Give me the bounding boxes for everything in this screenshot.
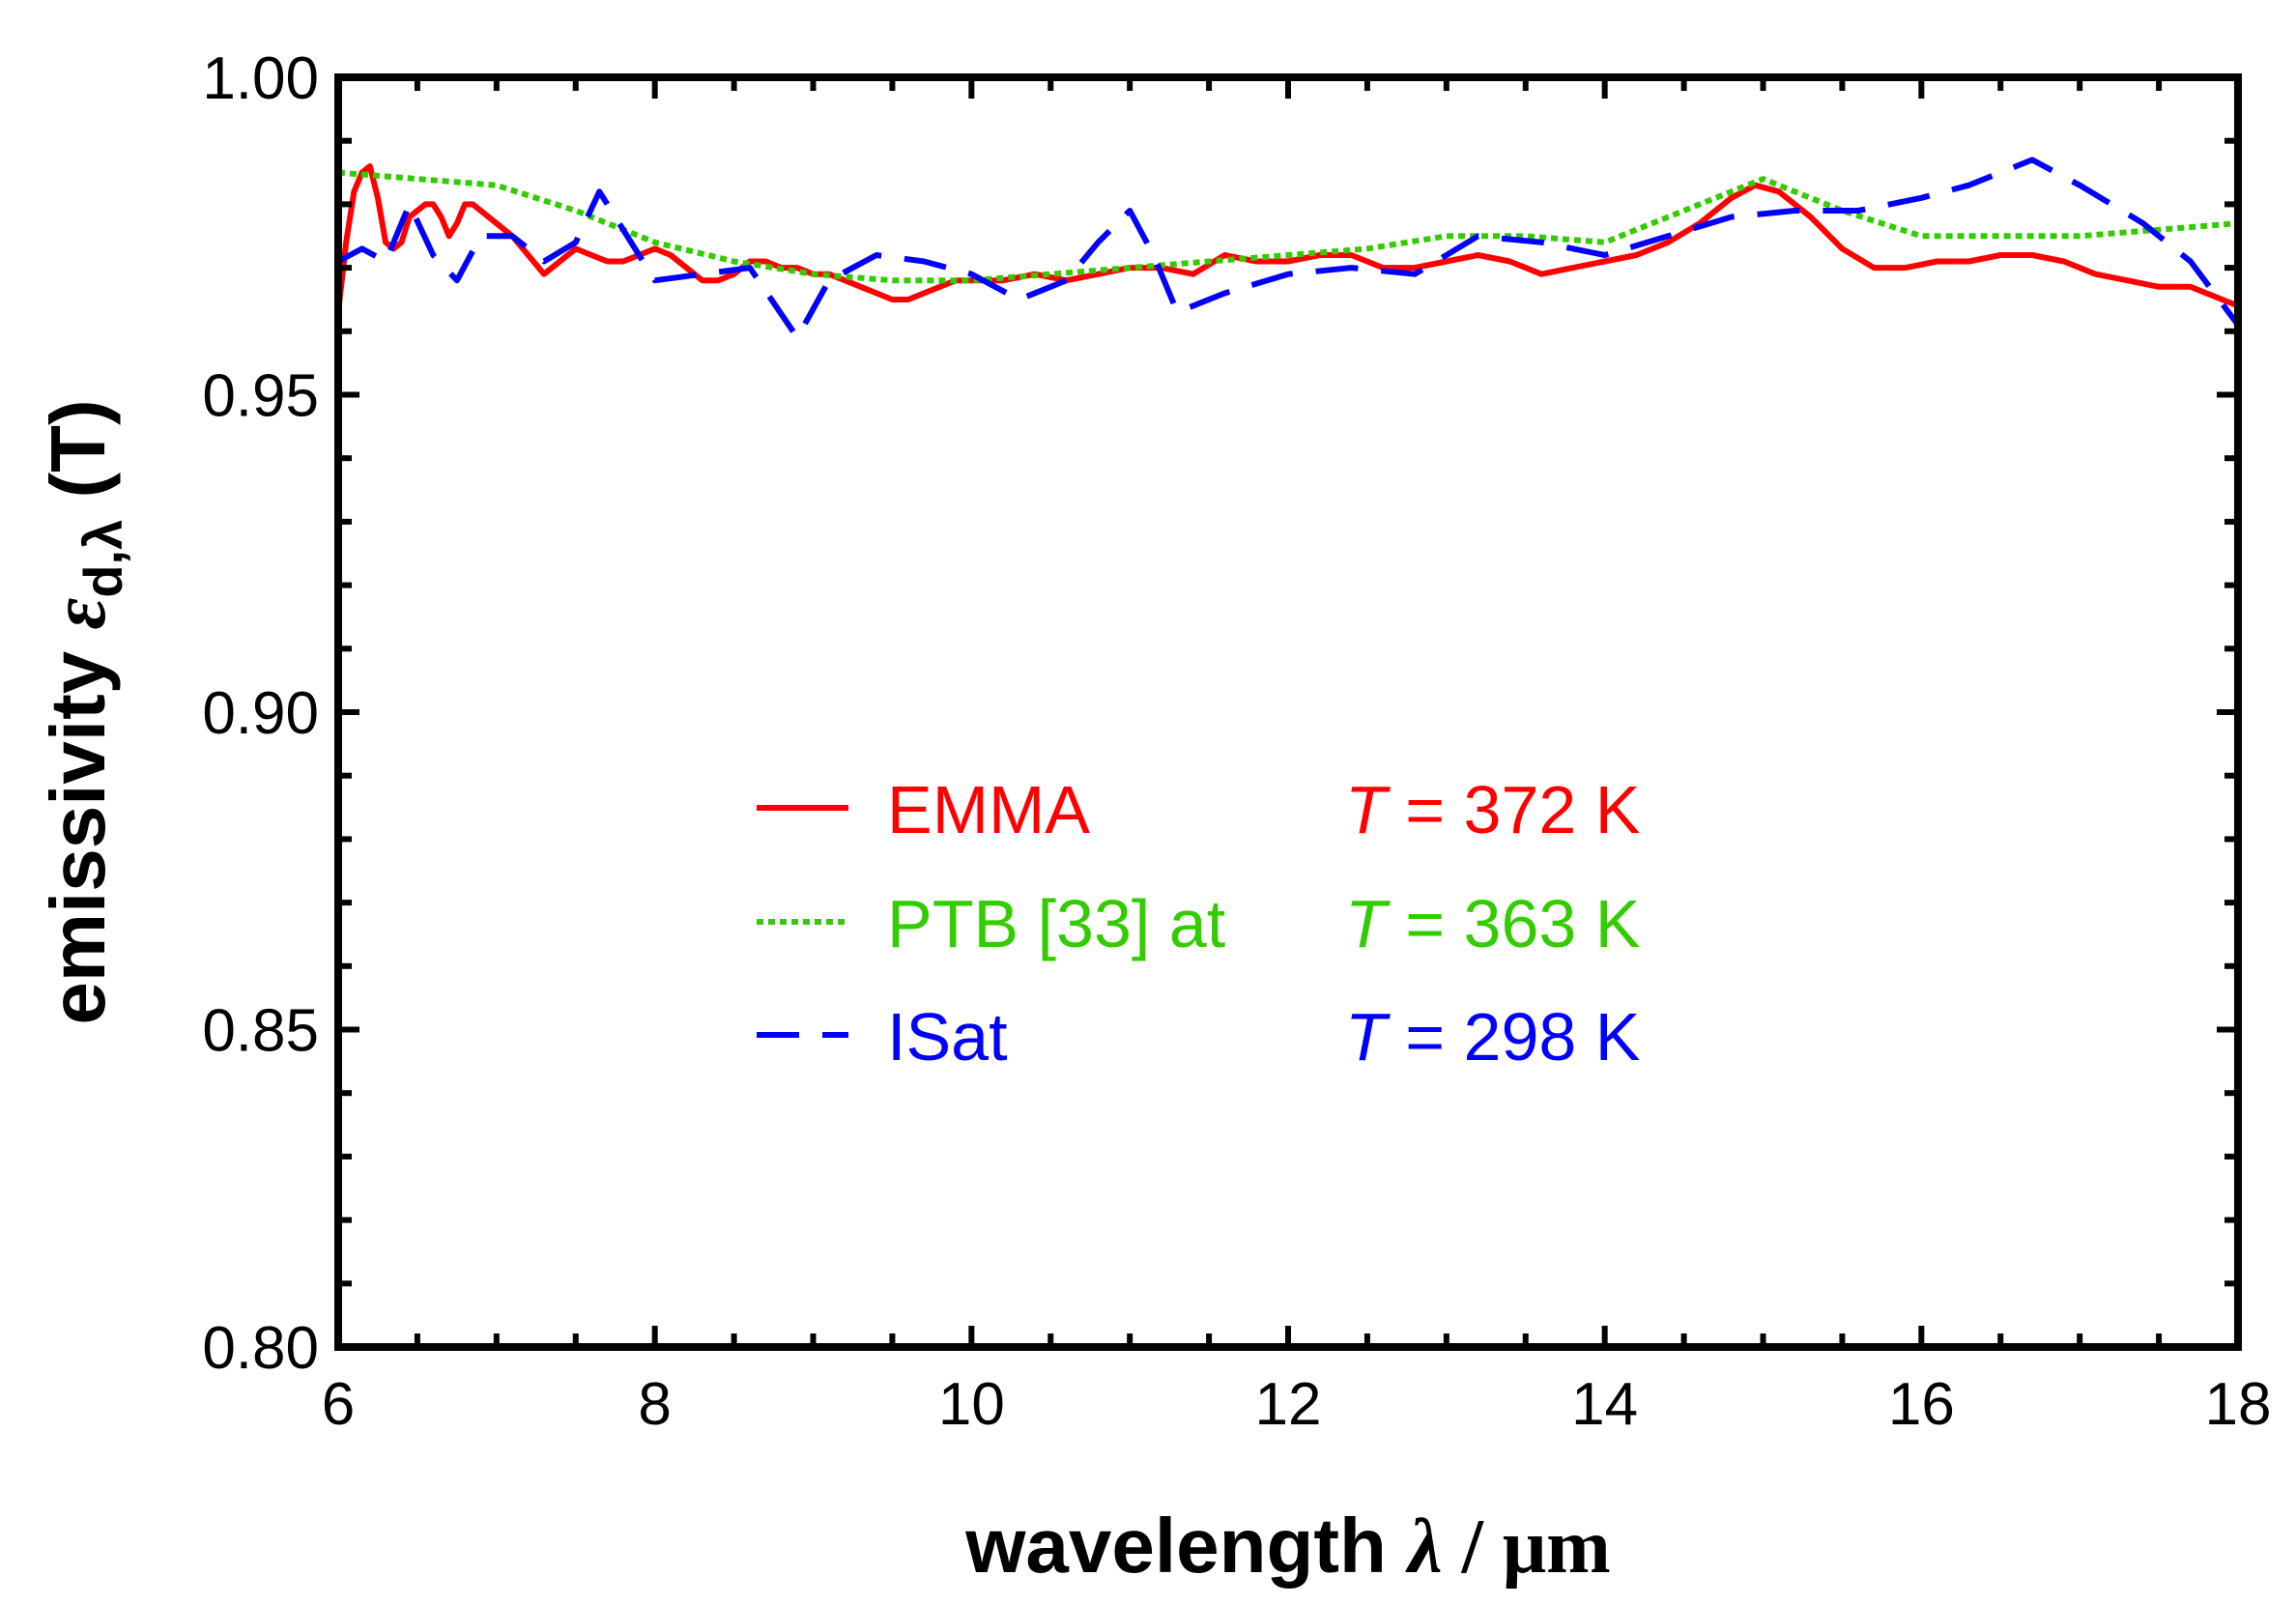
legend-temperature-value: = 363 K <box>1387 886 1641 961</box>
y-tick-label: 0.80 <box>202 1315 319 1382</box>
ticks-layer <box>335 74 2241 1350</box>
legend-temperature: T = 298 K <box>1345 999 1640 1075</box>
legend-temperature-symbol: T <box>1345 772 1391 847</box>
legend: EMMA T = 372 K PTB [33] at T = 363 K ISat T =… <box>757 772 1640 1075</box>
y-axis-subscript: d,λ <box>72 520 133 598</box>
x-axis-prefix: wavelength <box>964 1503 1408 1589</box>
y-axis-title: emissivity εd,λ (T) <box>35 399 133 1024</box>
x-axis-unit: / μm <box>1443 1505 1611 1590</box>
x-axis-title: wavelength λ / μm <box>964 1503 1611 1590</box>
series-line-isat <box>338 157 2238 341</box>
y-axis-suffix: (T) <box>35 399 121 519</box>
y-tick-label: 0.85 <box>202 998 319 1065</box>
y-axis-prefix: emissivity <box>35 629 121 1024</box>
legend-label: EMMA <box>887 772 1090 847</box>
legend-temperature: T = 363 K <box>1345 886 1640 961</box>
x-tick-labels: 6 8 10 12 14 16 18 <box>322 1371 2272 1438</box>
x-tick-label: 14 <box>1571 1371 1638 1438</box>
y-tick-label: 0.95 <box>202 363 319 430</box>
legend-temperature-value: = 372 K <box>1387 772 1641 847</box>
legend-temperature: T = 372 K <box>1345 772 1640 847</box>
x-tick-label: 10 <box>938 1371 1005 1438</box>
x-tick-label: 12 <box>1255 1371 1322 1438</box>
x-axis-lambda-symbol: λ <box>1405 1505 1443 1590</box>
legend-temperature-symbol: T <box>1345 999 1391 1075</box>
x-tick-label: 8 <box>638 1371 671 1438</box>
y-axis-epsilon-symbol: ε <box>37 597 122 629</box>
series-line-emma <box>338 163 2238 313</box>
y-tick-label: 1.00 <box>202 45 319 112</box>
legend-label: ISat <box>887 999 1008 1075</box>
y-tick-labels: 0.80 0.85 0.90 0.95 1.00 <box>202 45 319 1382</box>
series-line-ptb-33-at <box>338 169 2238 284</box>
x-tick-label: 16 <box>1888 1371 1955 1438</box>
series-layer <box>338 157 2238 341</box>
legend-label: PTB [33] at <box>887 886 1225 961</box>
plot-frame <box>334 73 2242 1351</box>
y-tick-label: 0.90 <box>202 680 319 747</box>
x-tick-label: 18 <box>2205 1371 2272 1438</box>
legend-temperature-value: = 298 K <box>1387 999 1641 1075</box>
x-tick-label: 6 <box>322 1371 355 1438</box>
legend-temperature-symbol: T <box>1345 886 1391 961</box>
